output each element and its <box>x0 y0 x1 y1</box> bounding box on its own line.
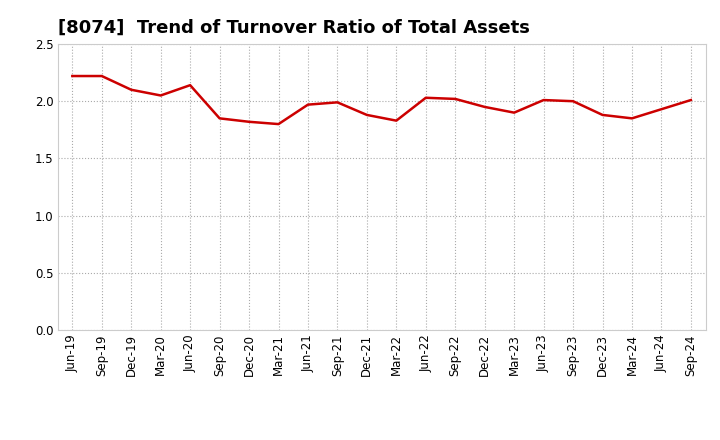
Text: [8074]  Trend of Turnover Ratio of Total Assets: [8074] Trend of Turnover Ratio of Total … <box>58 19 529 37</box>
